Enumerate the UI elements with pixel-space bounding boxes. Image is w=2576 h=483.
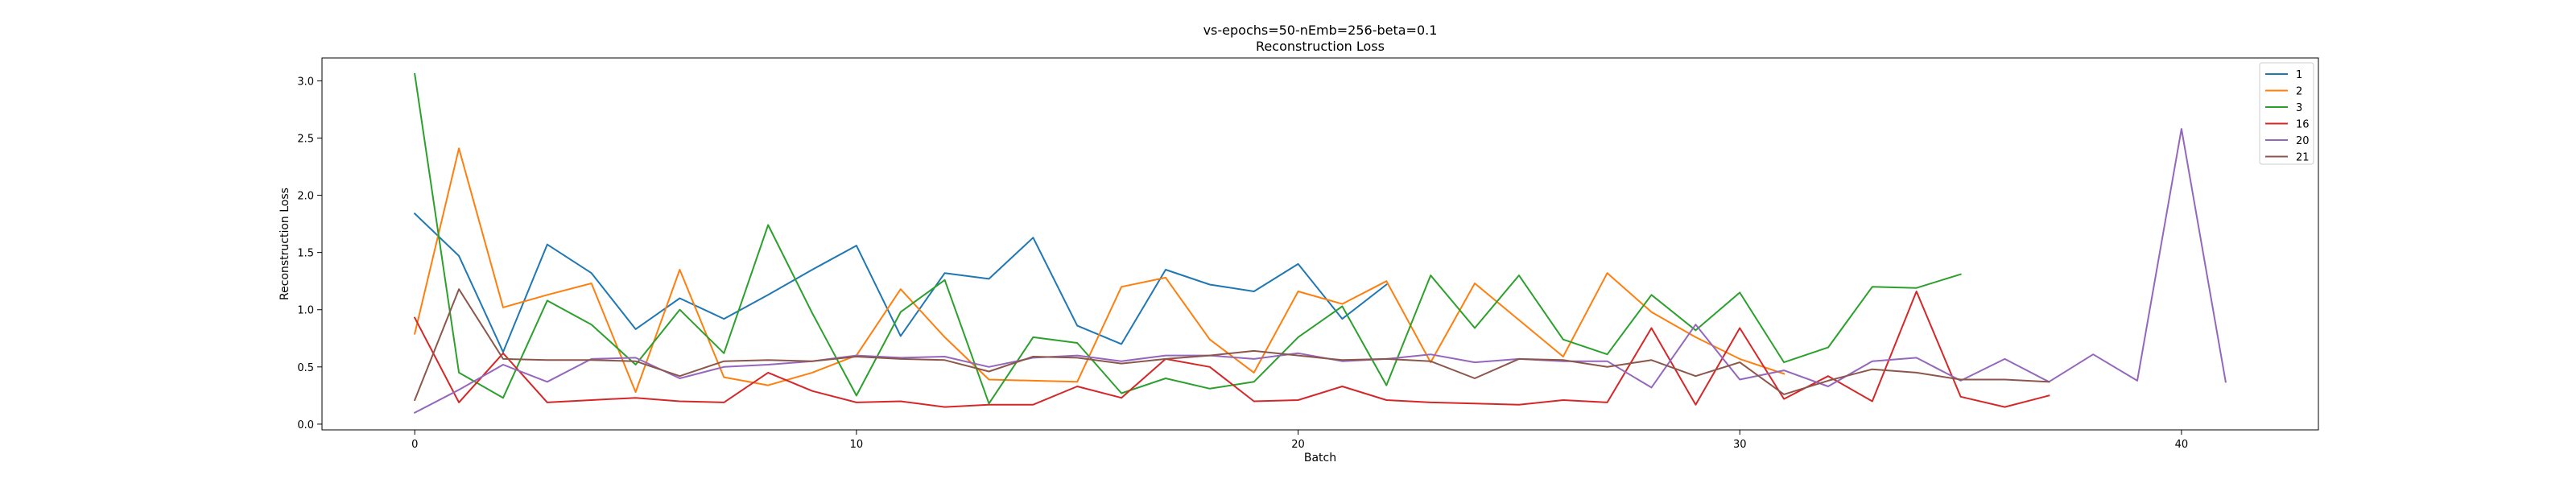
y-tick-label: 1.5 — [297, 248, 314, 260]
x-tick-label: 0 — [411, 439, 418, 451]
legend-label-2: 2 — [2296, 86, 2302, 98]
x-tick-label: 30 — [1733, 439, 1747, 451]
y-tick-label: 0.0 — [297, 419, 314, 431]
x-axis-label: Batch — [1304, 452, 1336, 464]
y-axis-ticks: 0.0 0.5 1.0 1.5 2.0 2.5 3.0 — [297, 76, 322, 431]
x-axis-ticks: 0 10 20 30 40 — [411, 430, 2188, 451]
legend: 1 2 3 16 20 21 — [2259, 62, 2314, 165]
legend-label-20: 20 — [2296, 135, 2310, 147]
series-line-3 — [414, 72, 1962, 405]
legend-label-3: 3 — [2296, 102, 2302, 114]
chart-title: vs-epochs=50-nEmb=256-beta=0.1 — [1203, 23, 1438, 38]
x-tick-label: 20 — [1291, 439, 1305, 451]
plot-frame — [321, 57, 2319, 431]
legend-label-1: 1 — [2296, 69, 2302, 81]
y-tick-label: 0.5 — [297, 362, 314, 374]
chart-subtitle: Reconstruction Loss — [1256, 39, 1385, 54]
y-tick-label: 2.5 — [297, 134, 314, 146]
y-tick-label: 3.0 — [297, 76, 314, 88]
series-layer — [413, 72, 2227, 415]
x-tick-label: 10 — [850, 439, 864, 451]
plot-area: 0 10 20 30 40 0.0 0.5 1.0 1.5 2.0 2.5 3.0 — [297, 57, 2319, 451]
legend-items: 1 2 3 16 20 21 — [2265, 69, 2310, 164]
y-tick-label: 2.0 — [297, 191, 314, 203]
series-line-2 — [413, 147, 1785, 394]
legend-box — [2259, 62, 2314, 165]
series-line-20 — [413, 128, 2227, 415]
series-line-16 — [413, 291, 2050, 408]
legend-label-16: 16 — [2296, 119, 2310, 131]
x-tick-label: 40 — [2175, 439, 2189, 451]
legend-label-21: 21 — [2296, 152, 2310, 164]
series-line-1 — [413, 212, 1388, 353]
y-axis-label: Reconstruction Loss — [279, 188, 291, 300]
series-line-21 — [413, 288, 2050, 402]
y-tick-label: 1.0 — [297, 305, 314, 317]
